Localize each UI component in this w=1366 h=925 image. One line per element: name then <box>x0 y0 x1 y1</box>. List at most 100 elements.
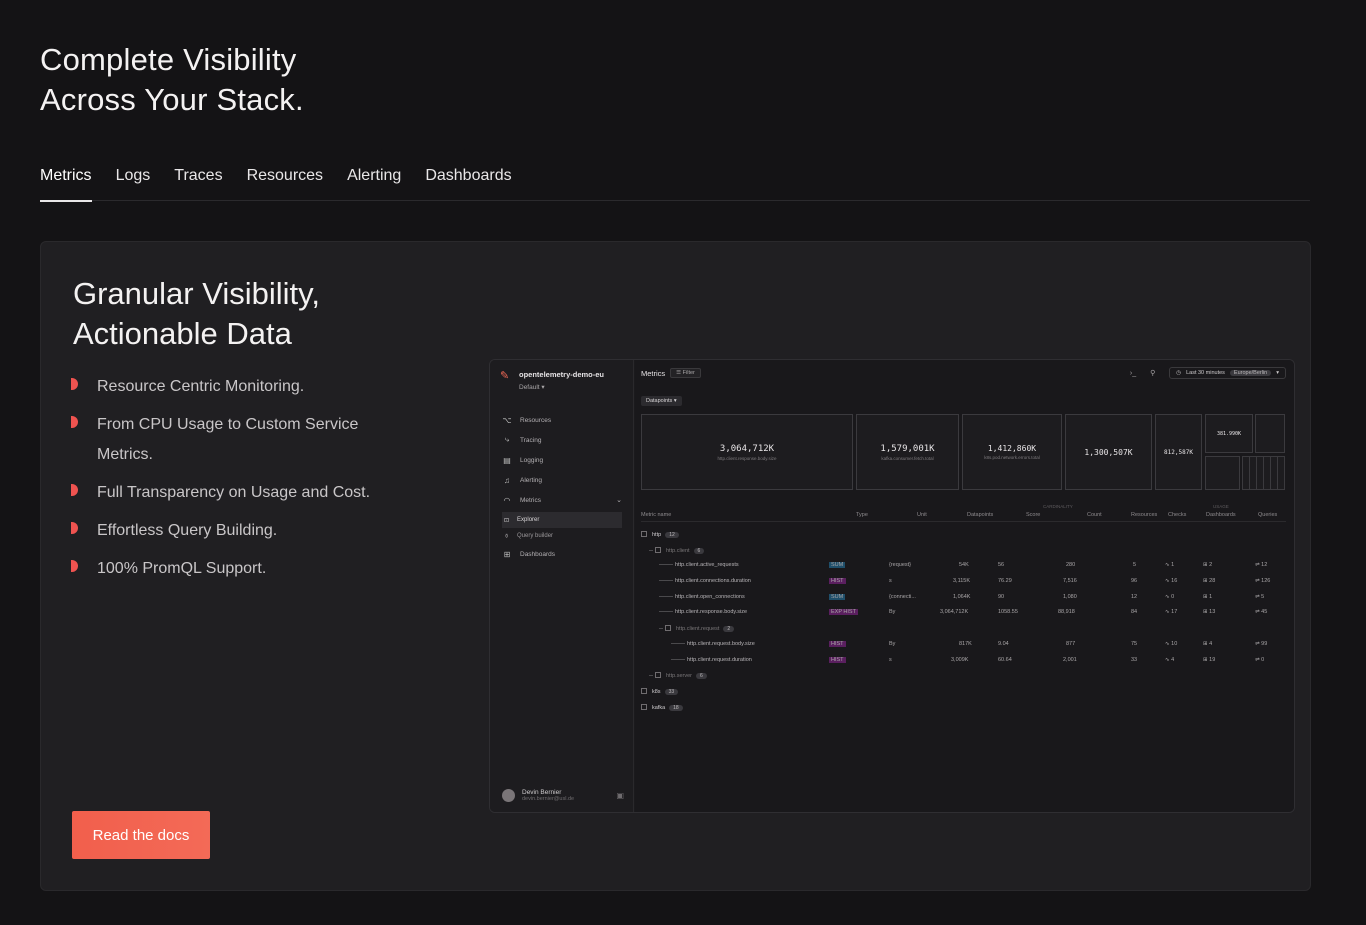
group-name: k8s <box>652 688 661 695</box>
datapoints-select[interactable]: Datapoints ▾ <box>641 396 682 406</box>
type-badge: HIST <box>829 578 846 585</box>
table-row[interactable]: http.client.open_connections SUM {connec… <box>641 590 1286 606</box>
col-dashboards[interactable]: Dashboards <box>1206 512 1236 518</box>
tab-metrics[interactable]: Metrics <box>40 164 92 202</box>
collapse-icon[interactable] <box>655 546 661 553</box>
tab-dashboards[interactable]: Dashboards <box>425 167 512 184</box>
treemap-value: 1,412,860K <box>987 444 1037 453</box>
col-checks[interactable]: Checks <box>1168 512 1187 518</box>
tree-row[interactable]: http.client.request 2 <box>641 621 1286 637</box>
cardinality-group-label: CARDINALITY <box>1043 504 1073 509</box>
app-toolbar: Metrics ☰ Filter ›_ ⚲ ◷ Last 30 minutes … <box>641 366 1286 380</box>
dashboards-icon: ⊞ <box>503 549 511 559</box>
chevron-down-icon: ⌄ <box>616 497 622 504</box>
group-name: http <box>652 532 662 538</box>
score-cell: 90 <box>998 593 1005 600</box>
terminal-icon[interactable]: ›_ <box>1129 369 1137 377</box>
feature-text: Full Transparency on Usage and Cost. <box>97 484 371 501</box>
tab-resources[interactable]: Resources <box>246 167 324 184</box>
table-row[interactable]: http.client.response.body.size EXP HIST … <box>641 605 1286 621</box>
dashboards-cell: ⊞ 28 <box>1203 578 1216 585</box>
table-row[interactable]: http.client.active_requests SUM {request… <box>641 558 1286 574</box>
treemap-cell[interactable]: 3,064,712K http.client.response.body.size <box>641 414 853 490</box>
treemap-cell[interactable]: 1,412,860K k8s.pod.network.errors.total <box>962 414 1062 490</box>
treemap-cell[interactable] <box>1242 456 1285 490</box>
time-range-picker[interactable]: ◷ Last 30 minutes Europe/Berlin ▾ <box>1169 367 1286 379</box>
table-row[interactable]: http.client.connections.duration HIST s … <box>641 574 1286 590</box>
treemap-cell[interactable]: 812,587K <box>1155 414 1202 490</box>
treemap-cell[interactable]: 381.990K <box>1205 414 1253 453</box>
col-type[interactable]: Type <box>856 512 868 518</box>
nav-alerting[interactable]: ♫ Alerting <box>502 470 622 490</box>
table-row[interactable]: http.client.request.body.size HIST By 81… <box>641 637 1286 653</box>
metric-group: kafka 18 <box>641 703 683 711</box>
dashboards-cell: ⊞ 1 <box>1203 593 1213 600</box>
hero-title-line1: Complete Visibility <box>40 42 297 77</box>
datapoints-cell: 3,064,712K <box>940 609 969 616</box>
treemap-label: http.client.response.body.size <box>717 455 777 461</box>
nav-resources[interactable]: ⌥ Resources <box>502 410 622 430</box>
tab-logs[interactable]: Logs <box>115 167 151 184</box>
treemap-cell[interactable] <box>1205 456 1240 490</box>
nav-label: Query builder <box>517 533 554 539</box>
graph-icon[interactable]: ⚲ <box>1150 370 1156 377</box>
tab-alerting[interactable]: Alerting <box>347 167 402 184</box>
resources-cell: 12 <box>1131 593 1138 600</box>
col-unit[interactable]: Unit <box>917 512 927 518</box>
tab-traces[interactable]: Traces <box>174 167 223 184</box>
expand-icon[interactable] <box>641 703 647 710</box>
tree-row[interactable]: k8s 33 <box>641 684 1286 700</box>
filter-button[interactable]: ☰ Filter <box>670 368 701 378</box>
count-cell: 877 <box>1066 640 1076 647</box>
treemap-cell[interactable]: 1,300,507K <box>1065 414 1152 490</box>
tracing-icon: ⤷ <box>504 435 510 444</box>
col-resources[interactable]: Resources <box>1131 512 1158 518</box>
metric-label: http.client.connections.duration <box>675 578 751 585</box>
count-badge: 6 <box>693 547 705 554</box>
treemap-cell[interactable]: 1,579,001K kafka.consumer.fetch.total <box>856 414 959 490</box>
col-queries[interactable]: Queries <box>1258 512 1278 518</box>
count-cell: 280 <box>1066 562 1076 569</box>
nav-metrics[interactable]: ◠ Metrics ⌄ <box>502 490 623 510</box>
query-icon: ⚱ <box>504 533 510 540</box>
checks-cell: ∿ 1 <box>1165 562 1175 569</box>
table-row[interactable]: http.client.request.duration HIST s 3,00… <box>641 653 1286 669</box>
count-cell: 2,001 <box>1063 656 1077 663</box>
col-count[interactable]: Count <box>1087 512 1102 518</box>
collapse-icon[interactable] <box>665 625 671 632</box>
metric-name: http.client.request.duration <box>671 657 752 663</box>
tree-row[interactable]: http.client 6 <box>641 543 1286 559</box>
treemap-value: 1,579,001K <box>880 443 935 454</box>
user-name: Devin Bernier <box>522 789 562 796</box>
nav-label: Explorer <box>517 517 540 523</box>
metric-label: http.client.request.body.size <box>687 640 755 647</box>
datapoints-cell: 54K <box>959 562 969 569</box>
nav-explorer[interactable]: ⊡ Explorer <box>502 512 622 528</box>
nav-tracing[interactable]: ⤷ Tracing <box>502 430 622 450</box>
treemap-cell[interactable] <box>1255 414 1285 453</box>
user-menu[interactable]: Devin Bernier devin.bernier@usl.de ▣ <box>502 789 624 802</box>
org-switcher[interactable]: ✎ opentelemetry-demo-eu Default ▾ <box>500 370 604 391</box>
collapse-icon[interactable] <box>641 531 647 537</box>
tree-row[interactable]: http.server 6 <box>641 668 1286 684</box>
expand-icon[interactable] <box>655 672 661 679</box>
org-env[interactable]: Default ▾ <box>519 384 545 391</box>
type-badge: HIST <box>829 656 846 663</box>
bullet-icon <box>71 522 78 534</box>
col-score[interactable]: Score <box>1026 512 1041 518</box>
col-metric-name[interactable]: Metric name <box>641 512 672 518</box>
queries-cell: ⇌ 0 <box>1255 656 1265 663</box>
read-docs-button[interactable]: Read the docs <box>72 811 210 859</box>
col-datapoints[interactable]: Datapoints <box>967 512 994 518</box>
treemap-label: kafka.consumer.fetch.total <box>881 455 934 461</box>
datapoints-cell: 3,009K <box>951 656 969 663</box>
feature-text: From CPU Usage to Custom Service Metrics… <box>97 416 359 463</box>
nav-query-builder[interactable]: ⚱ Query builder <box>502 528 622 544</box>
tree-row[interactable]: http 12 <box>641 527 1286 543</box>
copy-icon[interactable]: ▣ <box>616 791 624 800</box>
expand-icon[interactable] <box>641 687 647 694</box>
tree-row[interactable]: kafka 18 <box>641 700 1286 716</box>
resources-cell: 75 <box>1131 640 1138 647</box>
nav-logging[interactable]: ▤ Logging <box>502 450 622 470</box>
nav-dashboards[interactable]: ⊞ Dashboards <box>502 544 622 564</box>
